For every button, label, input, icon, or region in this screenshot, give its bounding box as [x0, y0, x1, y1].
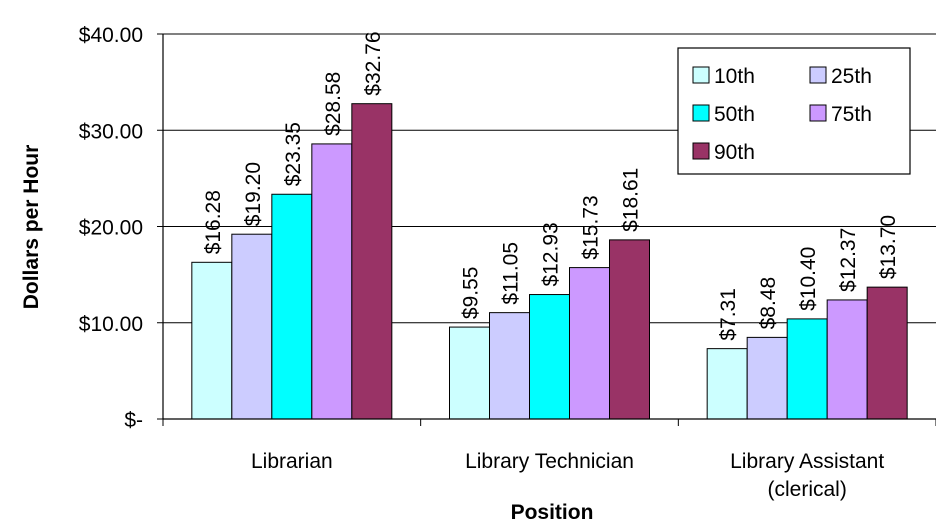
bar-75th-2 [826, 299, 868, 420]
bar-90th-2 [866, 286, 908, 420]
legend-label: 90th [714, 141, 755, 164]
legend-swatch [809, 66, 827, 84]
bar-10th-2 [706, 348, 748, 420]
bar-50th-0 [271, 193, 313, 420]
category-label: Library Technician [465, 450, 634, 473]
category-labels: Librarian Library Technician Library Assis… [251, 450, 884, 501]
bars [191, 103, 908, 420]
data-label: $12.37 [837, 228, 860, 292]
data-label: $9.55 [460, 267, 483, 320]
legend-swatch [809, 104, 827, 122]
data-label: $15.73 [580, 195, 603, 259]
legend: 10th 25th 50th 75th 90th [677, 47, 911, 175]
category-label: (clerical) [767, 478, 846, 501]
data-label: $32.76 [362, 31, 385, 95]
y-axis-title: Dollars per Hour [20, 145, 43, 310]
data-labels: $16.28 $9.55 $7.31 $19.20 $11.05 $8.48 $23.35 $… [202, 31, 900, 340]
legend-label: 25th [831, 65, 872, 88]
x-axis-title: Position [511, 501, 594, 524]
category-label: Librarian [251, 450, 333, 473]
axes [162, 34, 936, 426]
legend-label: 10th [714, 65, 755, 88]
y-tick-labels: $- $10.00 $20.00 $30.00 $40.00 [79, 24, 143, 432]
y-tick-label: $- [124, 409, 143, 432]
y-tick-label: $30.00 [79, 120, 143, 143]
legend-swatch [692, 104, 710, 122]
data-label: $19.20 [242, 162, 265, 226]
bar-50th-1 [529, 294, 570, 420]
bar-75th-0 [311, 143, 353, 420]
y-tick-label: $10.00 [79, 313, 143, 336]
legend-label: 50th [714, 103, 755, 126]
bar-90th-0 [351, 103, 393, 420]
legend-box [677, 47, 911, 175]
data-label: $11.05 [500, 242, 523, 305]
data-label: $7.31 [717, 288, 740, 341]
bar-90th-1 [609, 239, 650, 420]
data-label: $8.48 [757, 277, 780, 330]
bar-10th-1 [449, 326, 490, 420]
bar-10th-0 [191, 261, 233, 420]
data-label: $13.70 [877, 215, 900, 279]
y-tick-label: $20.00 [79, 217, 143, 240]
data-label: $10.40 [797, 247, 820, 311]
data-label: $18.61 [620, 168, 643, 232]
bar-25th-2 [746, 336, 788, 420]
legend-swatch [692, 142, 710, 160]
bar-25th-0 [231, 233, 273, 420]
bar-75th-1 [569, 267, 610, 420]
bar-25th-1 [489, 312, 530, 420]
data-label: $16.28 [202, 190, 225, 254]
y-tick-label: $40.00 [79, 24, 143, 47]
category-label: Library Assistant [730, 450, 884, 473]
legend-swatch [692, 66, 710, 84]
data-label: $12.93 [540, 222, 563, 286]
data-label: $28.58 [322, 72, 345, 136]
bar-50th-2 [786, 318, 828, 420]
legend-label: 75th [831, 103, 872, 126]
data-label: $23.35 [282, 122, 305, 186]
